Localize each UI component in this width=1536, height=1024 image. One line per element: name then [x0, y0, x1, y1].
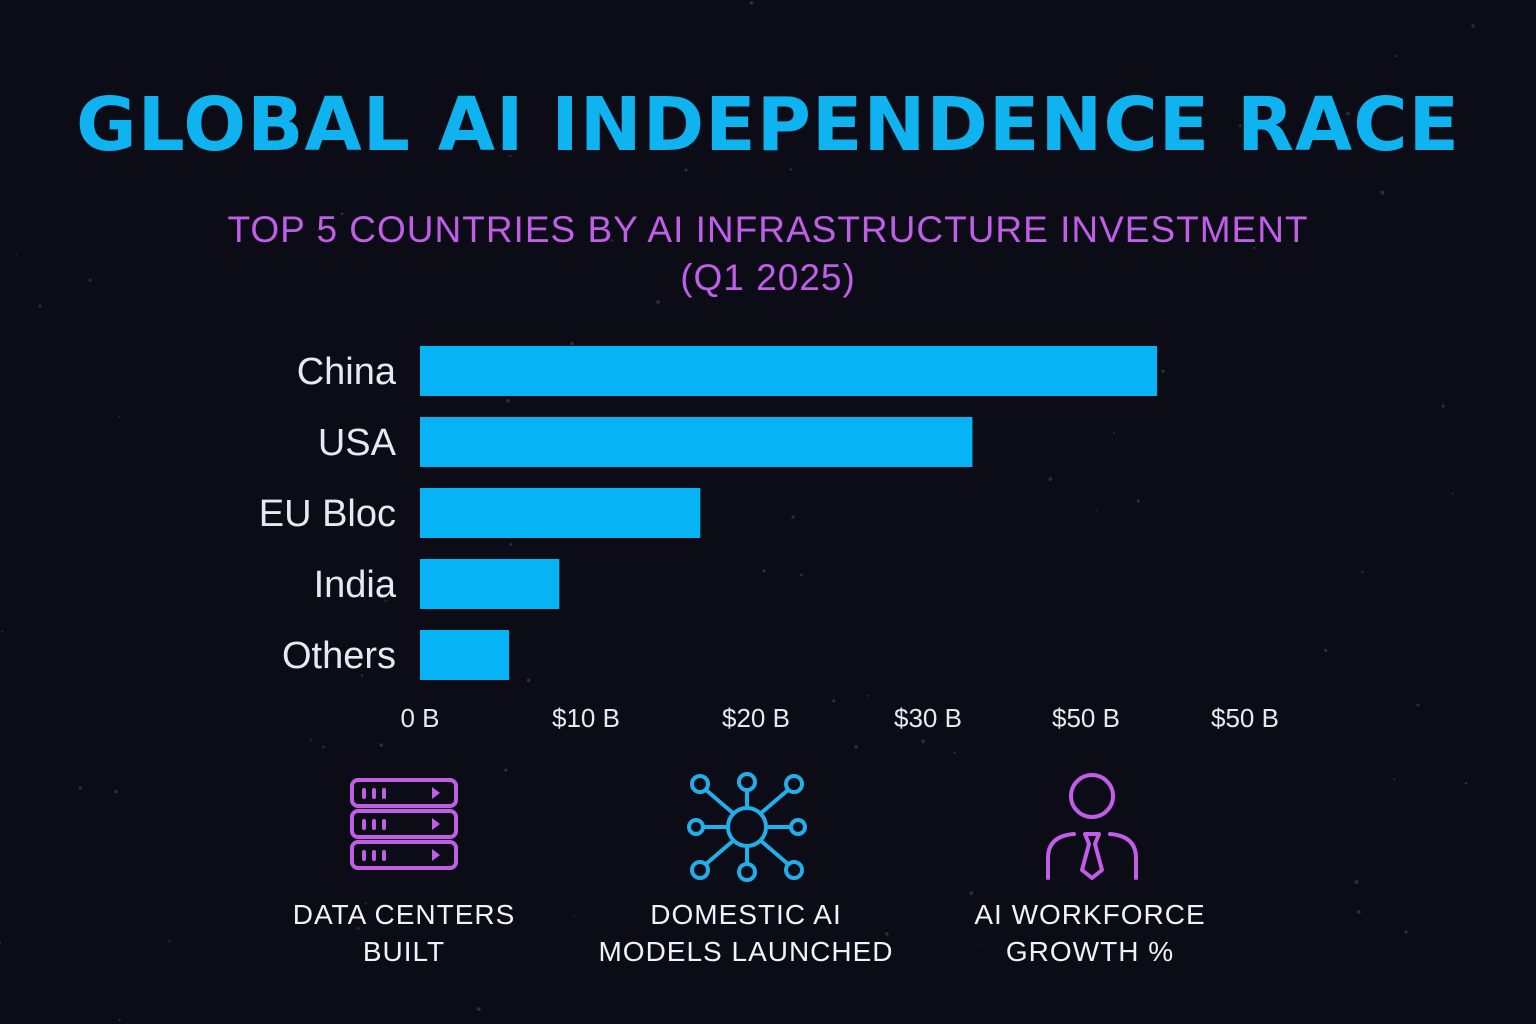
background-dot	[310, 739, 313, 742]
stat-label-workforce: AI WORKFORCE GROWTH %	[974, 899, 1206, 967]
background-dot	[1356, 910, 1361, 914]
background-dot	[832, 699, 836, 703]
background-dot	[573, 914, 576, 917]
background-dot	[854, 744, 858, 749]
background-dot	[1404, 930, 1408, 934]
background-dot	[305, 659, 308, 662]
x-tick-label: $20 B	[722, 703, 790, 733]
background-dot	[762, 569, 766, 573]
background-dot	[506, 399, 510, 403]
chart-subtitle: TOP 5 COUNTRIES BY AI INFRASTRUCTURE INV…	[218, 206, 1318, 302]
background-dot	[684, 168, 688, 172]
background-dot	[1086, 713, 1089, 716]
bar-china	[420, 346, 1158, 396]
background-dot	[610, 239, 614, 242]
x-tick-label: $50 B	[1211, 703, 1279, 733]
x-tick-label: $10 B	[552, 703, 620, 733]
background-dot	[504, 768, 508, 772]
server-rack-icon	[350, 778, 458, 870]
background-dot	[1, 630, 4, 633]
background-dot	[1136, 499, 1140, 503]
category-label: USA	[318, 422, 397, 464]
x-tick-label: $50 B	[1052, 703, 1120, 733]
background-dot	[1112, 431, 1115, 434]
background-dot	[1361, 571, 1364, 574]
chart-title: GLOBAL AI INDEPENDENCE RACE	[75, 82, 1461, 168]
background-dot	[88, 278, 92, 282]
background-dot	[656, 300, 660, 304]
background-dot	[1471, 24, 1475, 28]
background-dot	[800, 573, 803, 577]
background-dot	[1238, 124, 1242, 128]
background-dot	[969, 891, 974, 895]
background-dot	[1395, 55, 1398, 58]
category-label: India	[314, 564, 397, 606]
background-dot	[908, 139, 913, 144]
background-dot	[977, 943, 980, 945]
category-label: Others	[282, 635, 396, 677]
background-dot	[526, 678, 531, 683]
background-dot	[356, 927, 360, 930]
background-dot	[379, 743, 384, 747]
background-dot	[384, 599, 387, 603]
background-dot	[78, 786, 82, 790]
background-dot	[1354, 880, 1359, 884]
bar-eu-bloc	[420, 488, 701, 538]
background-dot	[1393, 778, 1396, 781]
background-dot	[118, 415, 121, 418]
background-dot	[1324, 648, 1328, 653]
background-dot	[509, 542, 513, 546]
stat-label-ai-models: DOMESTIC AI MODELS LAUNCHED	[598, 899, 894, 967]
network-hub-icon	[687, 772, 807, 882]
background-dot	[113, 789, 118, 794]
background-dot	[570, 341, 574, 346]
background-dot	[0, 941, 2, 944]
subtitle-line: TOP 5 COUNTRIES BY AI INFRASTRUCTURE INV…	[227, 209, 1309, 250]
background-dot	[791, 515, 795, 519]
category-label: EU Bloc	[259, 493, 396, 535]
category-label: China	[297, 351, 397, 393]
background-dot	[118, 1019, 121, 1022]
background-dot	[15, 253, 17, 256]
bar-usa	[420, 417, 973, 467]
background-dot	[1464, 781, 1468, 785]
background-dot	[1346, 111, 1350, 116]
background-dot	[168, 940, 171, 943]
bar-others	[420, 630, 510, 680]
background-dot	[970, 146, 973, 149]
subtitle-line: (Q1 2025)	[680, 257, 856, 298]
background-dot	[1048, 477, 1053, 481]
background-dot	[1416, 703, 1420, 707]
person-tie-icon	[1046, 773, 1138, 880]
background-dot	[1253, 246, 1256, 249]
background-dot	[953, 751, 956, 754]
background-dot	[322, 745, 325, 749]
background-dot	[1055, 913, 1058, 916]
background-dot	[364, 902, 367, 905]
stat-label-data-centers: DATA CENTERS BUILT	[292, 899, 516, 967]
bar-india	[420, 559, 560, 609]
background-dot	[1380, 190, 1385, 195]
x-tick-label: $30 B	[894, 703, 962, 733]
background-dot	[867, 694, 870, 697]
background-dot	[476, 1007, 481, 1012]
background-dot	[38, 304, 42, 308]
background-dot	[1161, 369, 1165, 373]
background-dot	[360, 674, 364, 677]
background-dot	[885, 932, 889, 936]
background-dot	[1096, 509, 1098, 511]
background-dot	[1451, 492, 1454, 495]
background-dot	[789, 168, 793, 171]
background-dot	[749, 1, 754, 5]
background-dot	[1441, 404, 1445, 408]
x-tick-label: 0 B	[400, 703, 439, 733]
background-dot	[921, 739, 926, 744]
background-dot	[509, 155, 512, 158]
background-dot	[340, 212, 344, 216]
